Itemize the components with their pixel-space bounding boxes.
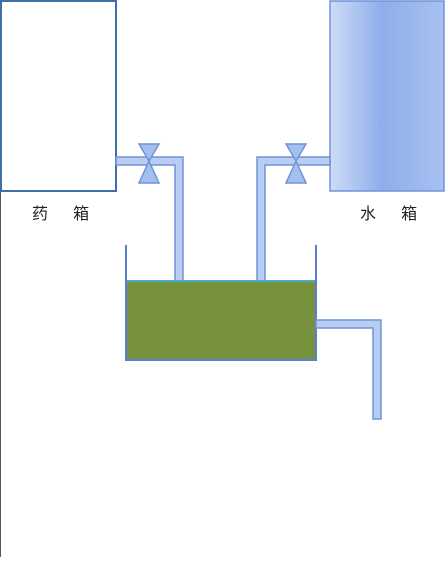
medicine-tank-label: 药 箱 (32, 204, 100, 223)
mixing-tank-walls (125, 245, 317, 361)
mixing-tank-liquid (127, 281, 315, 359)
medicine-valve (137, 143, 161, 184)
medicine-tank (0, 0, 117, 192)
outlet-pipe (315, 319, 382, 420)
water-valve (284, 143, 308, 184)
water-tank (329, 0, 445, 192)
water-tank-label: 水 箱 (360, 204, 428, 223)
